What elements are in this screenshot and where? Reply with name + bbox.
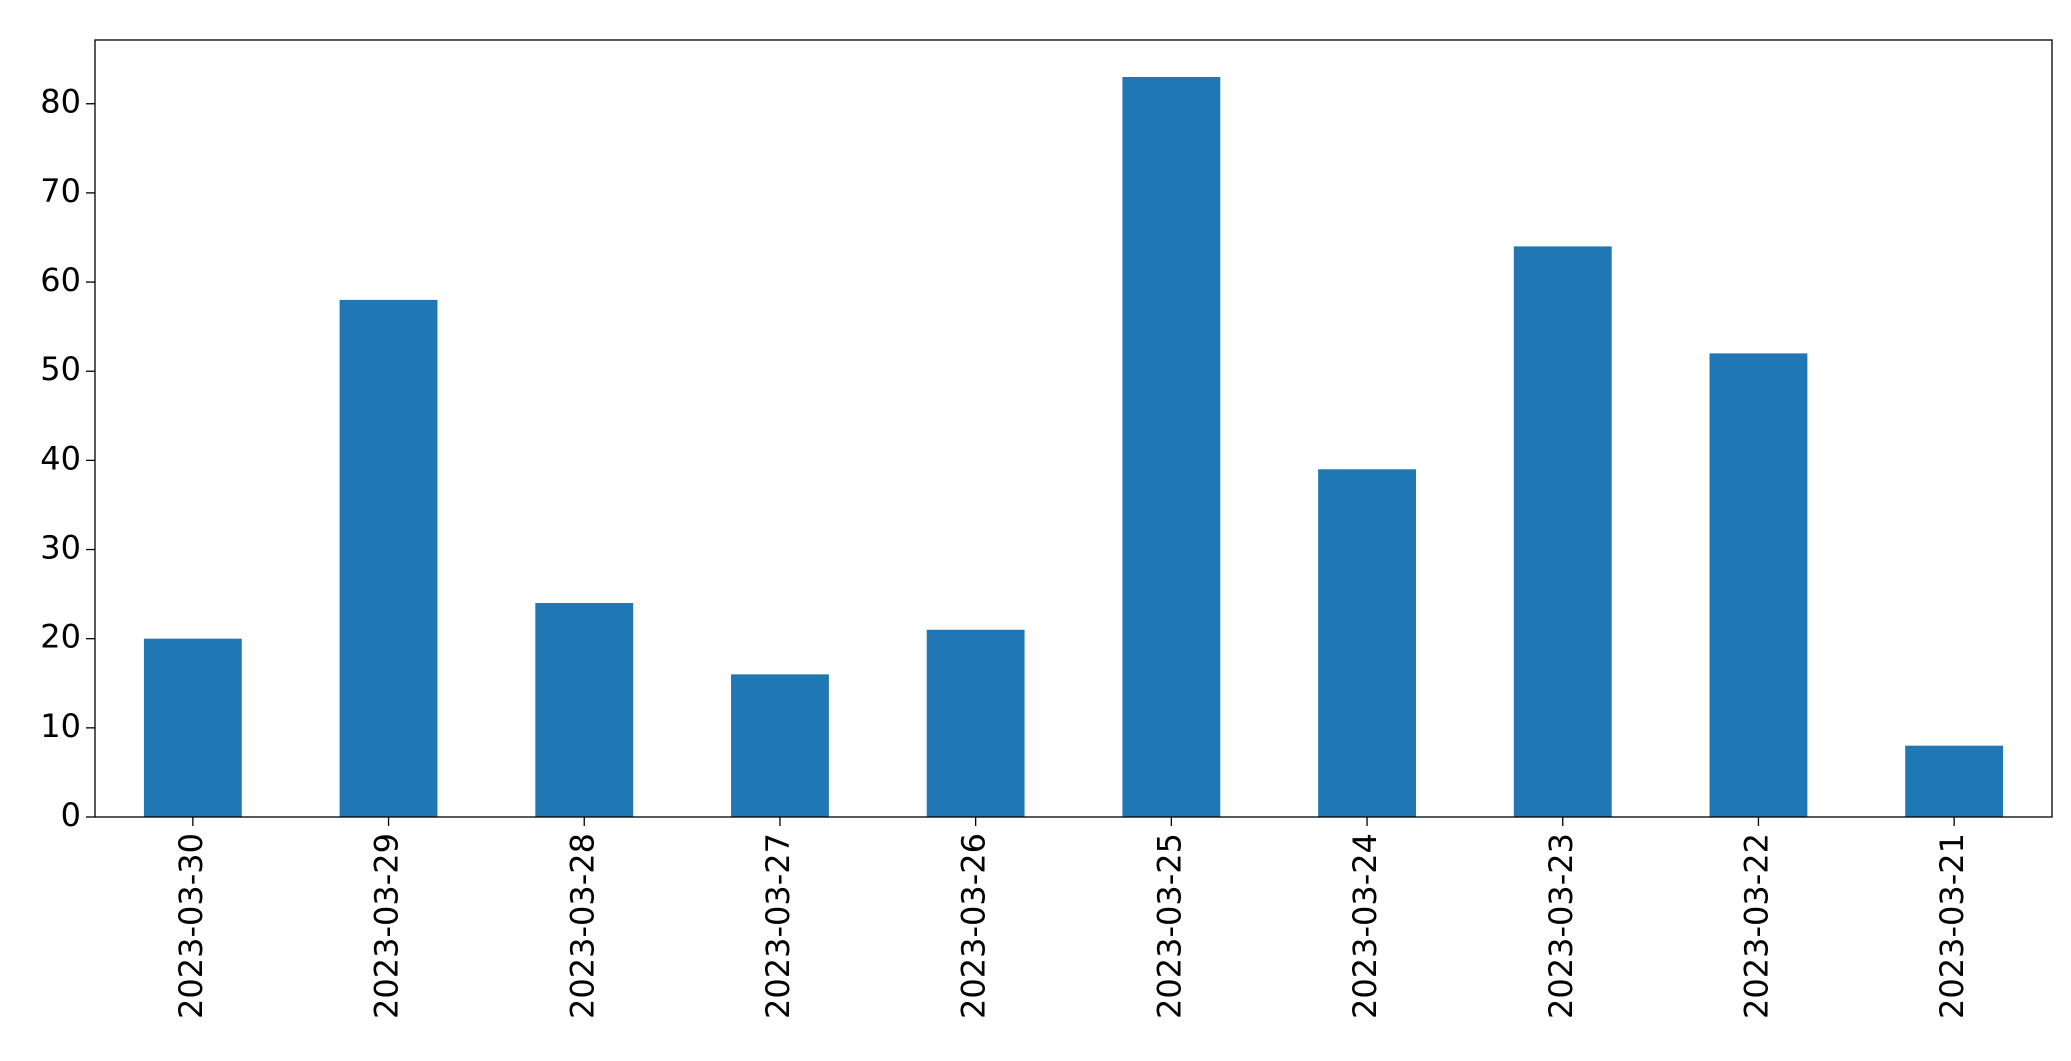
bar xyxy=(926,629,1025,817)
bar xyxy=(1318,469,1416,817)
bar xyxy=(339,299,438,817)
x-tick-label: 2023-03-29 xyxy=(368,833,406,1019)
y-tick-label: 60 xyxy=(40,261,81,299)
y-tick-label: 50 xyxy=(40,350,81,388)
bar xyxy=(143,638,242,817)
bar xyxy=(1513,246,1612,817)
bar xyxy=(535,603,634,817)
bar xyxy=(1905,745,2004,817)
x-tick-label: 2023-03-23 xyxy=(1542,833,1580,1019)
x-tick-label: 2023-03-27 xyxy=(759,833,797,1019)
x-tick-label: 2023-03-21 xyxy=(1933,833,1971,1019)
bar xyxy=(1122,77,1221,817)
y-tick-label: 80 xyxy=(40,83,81,121)
bar xyxy=(731,674,829,817)
x-tick-label: 2023-03-25 xyxy=(1150,833,1188,1019)
x-tick-label: 2023-03-24 xyxy=(1346,833,1384,1019)
y-tick-label: 30 xyxy=(40,529,81,567)
y-tick-label: 20 xyxy=(40,618,81,656)
x-tick-label: 2023-03-30 xyxy=(172,833,210,1019)
bar xyxy=(1709,353,1808,817)
plot-frame xyxy=(94,39,2053,818)
y-tick-label: 40 xyxy=(40,439,81,477)
x-tick-label: 2023-03-26 xyxy=(955,833,993,1019)
x-tick-label: 2023-03-28 xyxy=(563,833,601,1019)
y-tick-label: 10 xyxy=(40,707,81,745)
y-tick-label: 0 xyxy=(61,796,81,834)
x-tick-label: 2023-03-22 xyxy=(1737,833,1775,1019)
y-tick-label: 70 xyxy=(40,172,81,210)
